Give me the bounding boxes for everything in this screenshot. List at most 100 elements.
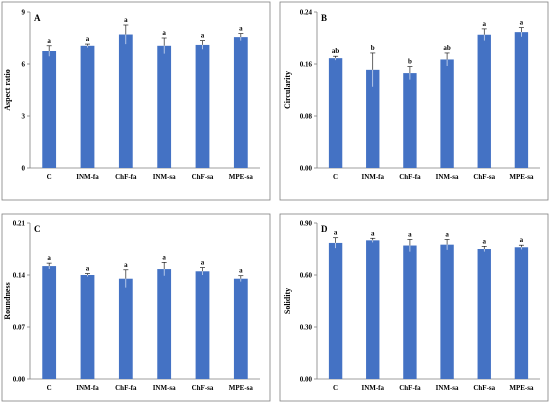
x-tick-label: ChF-fa bbox=[115, 173, 137, 181]
y-tick-label: 9 bbox=[22, 9, 26, 17]
chart-panel-d: 0.00 0.30 0.60 0.90 Solidity D a Ca INM-fa a ChF-f… bbox=[279, 213, 549, 402]
bar-chf-fa bbox=[403, 73, 417, 168]
significance-letter: a bbox=[201, 32, 205, 40]
bar-mpe-sa bbox=[514, 32, 529, 169]
significance-letter: a bbox=[86, 35, 90, 43]
y-axis-label: Circularity bbox=[283, 71, 292, 109]
bar-mpe-sa bbox=[233, 37, 248, 169]
significance-letter: a bbox=[47, 37, 51, 45]
bar-inm-sa bbox=[440, 59, 454, 169]
x-tick-label: ChF-fa bbox=[115, 384, 137, 392]
panel-frame bbox=[1, 1, 271, 201]
x-tick-label: INM-sa bbox=[153, 173, 176, 181]
bar-chf-sa bbox=[195, 271, 210, 379]
bar-inm-fa bbox=[80, 275, 95, 379]
bar-c bbox=[328, 58, 343, 168]
chart-panel-b: 0.00 0.08 0.16 0.24 Circularity Bab Cb INM-fa b C… bbox=[279, 1, 549, 201]
significance-letter: a bbox=[483, 20, 487, 28]
x-tick-label: ChF-fa bbox=[399, 173, 421, 181]
panel-label: B bbox=[321, 13, 327, 23]
x-tick-label: MPE-sa bbox=[509, 384, 534, 392]
y-tick-label: 0.60 bbox=[300, 272, 313, 280]
x-tick-label: INM-fa bbox=[361, 173, 384, 181]
x-tick-label: C bbox=[47, 384, 52, 392]
significance-letter: b bbox=[408, 58, 412, 66]
significance-letter: a bbox=[334, 229, 338, 237]
panel-label: D bbox=[321, 224, 328, 234]
significance-letter: a bbox=[520, 236, 524, 244]
x-tick-label: INM-sa bbox=[153, 384, 176, 392]
y-tick-label: 0.16 bbox=[300, 61, 313, 69]
bar-chf-fa bbox=[118, 34, 133, 169]
x-tick-label: ChF-sa bbox=[192, 384, 214, 392]
x-tick-label: ChF-sa bbox=[192, 173, 214, 181]
chart-panel-c: 0.00 0.07 0.14 0.21 Roundness Ca Ca INM-fa a ChF-… bbox=[1, 213, 271, 402]
bar-mpe-sa bbox=[514, 247, 529, 379]
x-tick-label: INM-sa bbox=[436, 384, 459, 392]
significance-letter: a bbox=[162, 253, 166, 261]
x-tick-label: INM-fa bbox=[76, 384, 99, 392]
x-tick-label: MPE-sa bbox=[229, 173, 254, 181]
y-axis-label: Aspect ratio bbox=[3, 69, 12, 111]
chart-panel-a: 0 3 6 9 Aspect ratio Aa Ca INM-fa a ChF-fa a INM-sa… bbox=[1, 1, 271, 201]
significance-letter: a bbox=[239, 25, 243, 33]
bar-chf-sa bbox=[195, 44, 210, 168]
bar-inm-sa bbox=[440, 244, 454, 379]
bar-inm-fa bbox=[80, 45, 95, 168]
significance-letter: a bbox=[445, 230, 449, 238]
significance-letter: ab bbox=[332, 47, 340, 55]
y-tick-label: 0 bbox=[22, 165, 26, 173]
x-tick-label: ChF-fa bbox=[399, 384, 421, 392]
x-tick-label: MPE-sa bbox=[229, 384, 254, 392]
x-tick-label: C bbox=[47, 173, 52, 181]
significance-letter: a bbox=[371, 229, 375, 237]
panel-frame bbox=[279, 1, 549, 201]
x-tick-label: INM-sa bbox=[436, 173, 459, 181]
significance-letter: a bbox=[162, 29, 166, 37]
bar-c bbox=[42, 51, 57, 168]
bar-chf-fa bbox=[403, 245, 417, 379]
significance-letter: a bbox=[239, 267, 243, 275]
panel-frame bbox=[279, 213, 549, 402]
panel-frame bbox=[1, 213, 271, 402]
significance-letter: a bbox=[520, 19, 524, 27]
x-tick-label: MPE-sa bbox=[509, 173, 534, 181]
x-tick-label: ChF-sa bbox=[473, 384, 495, 392]
x-tick-label: INM-fa bbox=[76, 173, 99, 181]
bar-inm-sa bbox=[157, 45, 172, 168]
bar-inm-sa bbox=[157, 269, 172, 379]
y-tick-label: 0.00 bbox=[300, 376, 313, 384]
significance-letter: a bbox=[86, 265, 90, 273]
x-tick-label: ChF-sa bbox=[473, 173, 495, 181]
bar-inm-fa bbox=[366, 240, 380, 379]
bar-mpe-sa bbox=[233, 278, 248, 379]
y-tick-label: 0.24 bbox=[300, 9, 313, 17]
significance-letter: a bbox=[408, 230, 412, 238]
y-tick-label: 0.00 bbox=[300, 165, 313, 173]
y-tick-label: 0.00 bbox=[13, 376, 26, 384]
bar-chf-sa bbox=[477, 249, 491, 379]
x-tick-label: C bbox=[333, 384, 338, 392]
significance-letter: a bbox=[47, 254, 51, 262]
y-tick-label: 0.07 bbox=[13, 324, 26, 332]
bar-inm-fa bbox=[366, 69, 380, 168]
significance-letter: a bbox=[124, 16, 128, 24]
significance-letter: a bbox=[201, 259, 205, 267]
panel-label: C bbox=[34, 224, 41, 234]
significance-letter: a bbox=[483, 237, 487, 245]
significance-letter: b bbox=[371, 44, 375, 52]
y-tick-label: 0.90 bbox=[300, 220, 313, 228]
y-tick-label: 0.08 bbox=[300, 113, 313, 121]
y-tick-label: 6 bbox=[22, 61, 26, 69]
bar-chf-sa bbox=[477, 34, 491, 168]
bar-chf-fa bbox=[118, 278, 133, 379]
y-tick-label: 0.14 bbox=[13, 272, 26, 280]
panel-label: A bbox=[34, 13, 41, 23]
y-axis-label: Solidity bbox=[283, 288, 292, 314]
bar-c bbox=[328, 242, 343, 379]
x-tick-label: INM-fa bbox=[361, 384, 384, 392]
significance-letter: ab bbox=[443, 44, 451, 52]
y-tick-label: 0.30 bbox=[300, 324, 313, 332]
